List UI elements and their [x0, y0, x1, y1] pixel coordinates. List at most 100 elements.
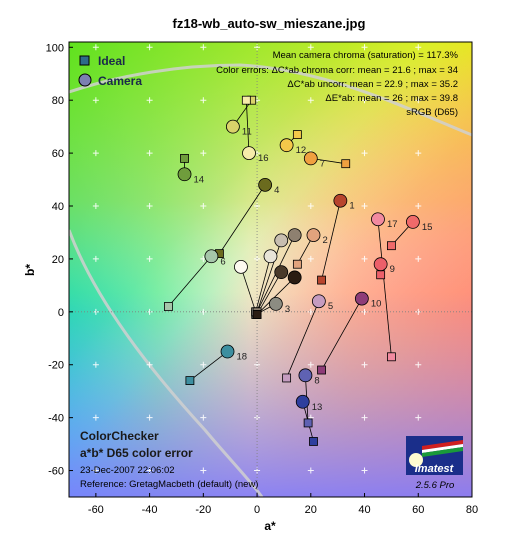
- connector-line-19: [240, 266, 257, 312]
- grid-cross: [361, 203, 368, 210]
- patch-label-5: 5: [328, 301, 333, 312]
- ideal-marker-10: [317, 365, 326, 375]
- y-axis-ticks: -60 -40 -20 0 20 40 60 80 100: [46, 42, 73, 478]
- grid-cross: [146, 150, 153, 157]
- patch-label-1: 1: [349, 201, 354, 212]
- imatest-logo: Imatest 2.5.6 Pro: [406, 436, 463, 491]
- grid-cross: [415, 150, 422, 157]
- y-tick-label: -20: [48, 360, 64, 372]
- camera-marker-4: [258, 177, 273, 192]
- grid-cross: [92, 44, 99, 51]
- camera-marker-24: [287, 270, 302, 285]
- patch-label-15: 15: [422, 222, 433, 233]
- grid-cross: [361, 414, 368, 421]
- camera-marker-8: [298, 368, 313, 383]
- connector-line-6: [168, 256, 212, 307]
- patch-label-7: 7: [320, 158, 325, 169]
- ideal-marker-12: [292, 130, 302, 139]
- grid-cross: [92, 467, 99, 474]
- x-tick-label: 80: [466, 504, 478, 516]
- connector-line-24: [256, 277, 295, 315]
- y-tick-label: -60: [48, 466, 64, 478]
- logo-circle-icon: [409, 453, 423, 467]
- grid-cross: [146, 255, 153, 262]
- plot-background-bottom: [69, 42, 472, 497]
- stats-line-1: Mean camera chroma (saturation) = 117.3%: [273, 50, 459, 61]
- ideal-marker-15: [386, 241, 396, 251]
- connector-line-5: [286, 301, 320, 379]
- x-axis-label: a*: [264, 519, 276, 533]
- camera-marker-21: [274, 233, 289, 248]
- stats-block: Mean camera chroma (saturation) = 117.3%…: [216, 50, 458, 118]
- connector-line-4: [219, 184, 266, 254]
- camera-marker-18: [220, 344, 235, 359]
- ideal-marker-16: [241, 95, 251, 105]
- ideal-marker-18: [185, 376, 195, 386]
- stats-line-5: sRGB (D65): [406, 107, 458, 118]
- camera-marker-2: [306, 228, 321, 243]
- y-axis-label: b*: [23, 264, 37, 276]
- grid-cross: [146, 361, 153, 368]
- grid-cross: [200, 467, 207, 474]
- patch-label-8: 8: [314, 375, 319, 386]
- grid-cross: [307, 203, 314, 210]
- grid-cross: [146, 467, 153, 474]
- grid-cross: [92, 255, 99, 262]
- grid-cross: [361, 97, 368, 104]
- camera-marker-15: [405, 214, 420, 229]
- grid-cross: [307, 361, 314, 368]
- footer-reference: Reference: GretagMacbeth (default) (new): [80, 479, 258, 490]
- ideal-marker-8: [303, 418, 313, 428]
- grid-cross: [415, 44, 422, 51]
- connector-line-21: [256, 240, 282, 312]
- y-tick-label: 0: [58, 307, 64, 319]
- ideal-marker-7: [341, 159, 351, 169]
- x-tick-label: -60: [88, 504, 104, 516]
- grid-cross: [146, 414, 153, 421]
- y-tick-label: 80: [52, 95, 64, 107]
- grid-cross: [415, 361, 422, 368]
- grid-cross: [415, 97, 422, 104]
- grid-cross: [200, 203, 207, 210]
- y-tick-label: 60: [52, 148, 64, 160]
- grid-cross: [361, 467, 368, 474]
- grid-cross: [92, 97, 99, 104]
- connector-line-16: [245, 100, 250, 154]
- connector-line-10: [321, 298, 363, 371]
- grid-cross: [92, 203, 99, 210]
- chart-title: fz18-wb_auto-sw_mieszane.jpg: [173, 16, 366, 31]
- patch-label-17: 17: [387, 219, 398, 230]
- gamut-boundary-top: [69, 63, 472, 137]
- grid-cross: [415, 255, 422, 262]
- grid-cross: [307, 44, 314, 51]
- footer-block: ColorChecker a*b* D65 color error 23-Dec…: [80, 429, 258, 490]
- logo-version: 2.5.6 Pro: [415, 480, 455, 491]
- grid-cross: [361, 150, 368, 157]
- gamut-boundary-left: [69, 229, 264, 497]
- logo-text: Imatest: [415, 463, 455, 475]
- x-tick-label: -20: [195, 504, 211, 516]
- camera-marker-19: [234, 259, 248, 274]
- ideal-marker-5: [282, 373, 292, 383]
- grid-cross: [415, 414, 422, 421]
- logo-red-stripe: [422, 440, 463, 450]
- camera-marker-9: [373, 257, 388, 272]
- zero-lines: [69, 42, 472, 497]
- camera-marker-7: [303, 151, 318, 166]
- legend-ideal-swatch: [79, 55, 90, 66]
- grid-cross: [200, 414, 207, 421]
- connector-line-17: [377, 219, 392, 357]
- camera-marker-3: [268, 296, 283, 311]
- camera-marker-14: [177, 167, 192, 182]
- camera-marker-13: [295, 394, 310, 409]
- ideal-marker-6: [164, 302, 173, 311]
- connector-line-20: [255, 256, 271, 312]
- x-tick-label: 40: [358, 504, 370, 516]
- patch-label-18: 18: [237, 352, 248, 363]
- legend-camera-swatch: [78, 73, 92, 87]
- camera-marker-12: [279, 138, 294, 153]
- ideal-markers: [164, 95, 396, 446]
